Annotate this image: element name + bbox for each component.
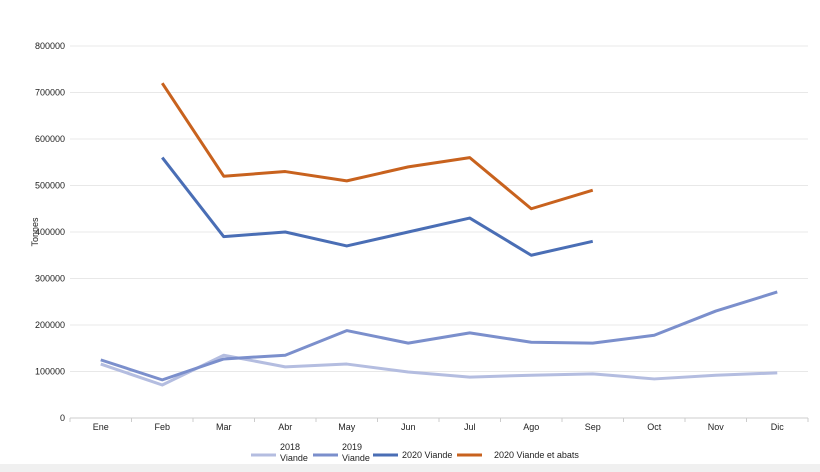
y-axis-label: Tonnes <box>30 217 40 247</box>
legend-label: Viande <box>280 453 308 463</box>
x-tick-label: Feb <box>154 422 170 432</box>
y-tick-label: 800000 <box>35 41 65 51</box>
series-line <box>160 82 594 211</box>
x-tick-label: Oct <box>647 422 662 432</box>
y-tick-label: 500000 <box>35 181 65 191</box>
x-tick-label: Nov <box>708 422 725 432</box>
legend-label: 2019 <box>342 442 362 452</box>
x-tick-label: Ene <box>93 422 109 432</box>
y-tick-label: 300000 <box>35 274 65 284</box>
legend-label: 2018 <box>280 442 300 452</box>
series-line <box>100 353 778 387</box>
x-tick-label: May <box>338 422 356 432</box>
x-tick-label: Abr <box>278 422 292 432</box>
x-tick-label: Sep <box>585 422 601 432</box>
y-tick-label: 100000 <box>35 367 65 377</box>
legend-label: 2020 Viande <box>402 450 452 460</box>
series-line <box>100 290 778 382</box>
y-tick-label: 400000 <box>35 227 65 237</box>
bottom-bar <box>0 464 820 472</box>
x-tick-label: Ago <box>523 422 539 432</box>
x-tick-label: Dic <box>771 422 784 432</box>
series-line <box>161 156 594 257</box>
x-tick-label: Mar <box>216 422 232 432</box>
legend-label: Viande <box>342 453 370 463</box>
legend-label: 2020 Viande et abats <box>494 450 579 460</box>
y-tick-label: 200000 <box>35 320 65 330</box>
y-tick-label: 700000 <box>35 88 65 98</box>
y-tick-label: 0 <box>60 413 65 423</box>
y-tick-label: 600000 <box>35 134 65 144</box>
x-tick-label: Jun <box>401 422 416 432</box>
x-tick-label: Jul <box>464 422 476 432</box>
